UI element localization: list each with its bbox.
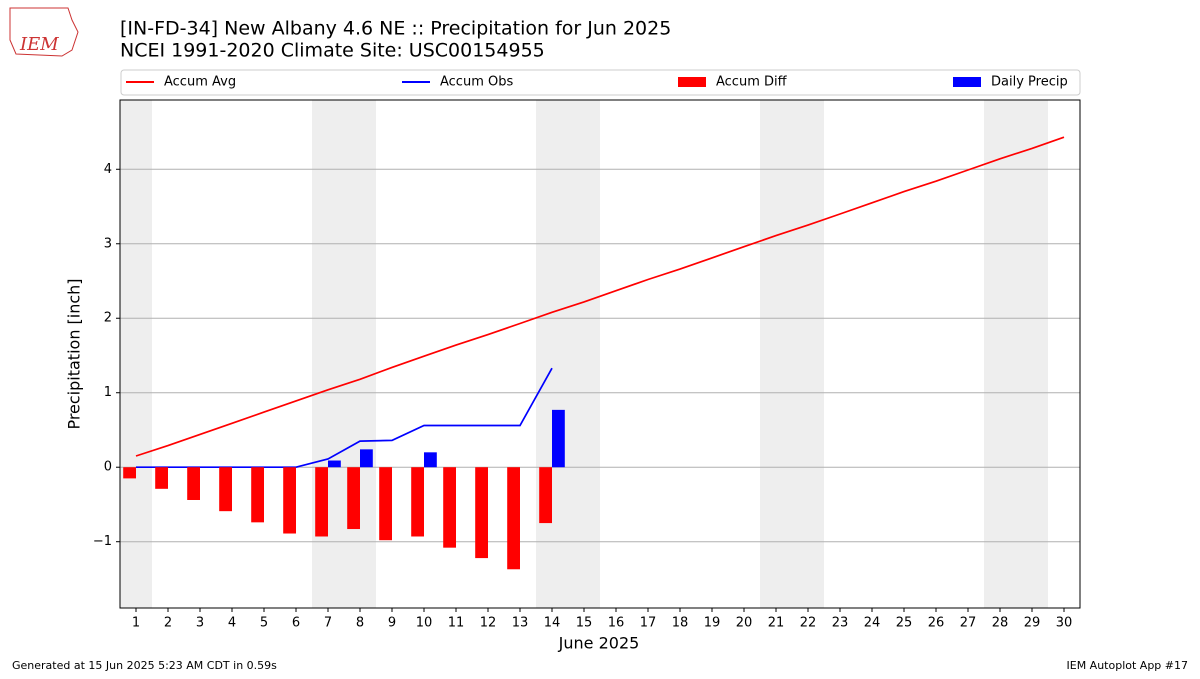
legend-box [120, 69, 1081, 96]
x-tick-label: 2 [164, 616, 172, 631]
x-tick-label: 18 [672, 616, 689, 631]
weekend-shade [1016, 100, 1048, 608]
bar [123, 467, 136, 479]
y-tick-label: 2 [104, 311, 112, 326]
y-tick-label: 4 [104, 162, 112, 177]
bar [219, 467, 232, 512]
legend-label: Accum Avg [164, 75, 236, 90]
x-tick-label: 12 [480, 616, 497, 631]
x-tick-label: 19 [704, 616, 721, 631]
bar [347, 467, 360, 530]
legend-label: Accum Diff [716, 75, 788, 90]
y-tick-label: 1 [104, 385, 112, 400]
bar [360, 449, 373, 468]
logo-outline [9, 7, 79, 57]
legend-swatch [953, 77, 981, 87]
x-tick-label: 24 [864, 616, 881, 631]
bar [328, 460, 341, 468]
x-tick-label: 30 [1056, 616, 1073, 631]
x-tick-label: 8 [356, 616, 364, 631]
bar [155, 467, 168, 489]
footer-left: Generated at 15 Jun 2025 5:23 AM CDT in … [12, 659, 277, 672]
x-tick-label: 22 [800, 616, 817, 631]
x-tick-label: 17 [640, 616, 657, 631]
x-tick-label: 13 [512, 616, 529, 631]
line [136, 367, 553, 469]
weekend-shade [344, 100, 376, 608]
plot-frame [119, 99, 1081, 609]
weekend-shade [568, 100, 600, 608]
bar [552, 409, 565, 468]
x-tick-label: 7 [324, 616, 332, 631]
y-tick-label: 3 [104, 236, 112, 251]
weekend-shade [536, 100, 568, 608]
x-tick-label: 23 [832, 616, 849, 631]
y-axis-label: Precipitation [inch] [65, 278, 84, 429]
x-tick-label: 1 [132, 616, 140, 631]
bar [187, 467, 200, 500]
x-tick-label: 5 [260, 616, 268, 631]
y-tick-label: 0 [104, 460, 112, 475]
bar [424, 452, 437, 468]
weekend-shade [120, 100, 152, 608]
weekend-shade [760, 100, 792, 608]
x-tick-label: 28 [992, 616, 1009, 631]
x-tick-label: 25 [896, 616, 913, 631]
bar [251, 467, 264, 523]
footer-right: IEM Autoplot App #17 [1067, 659, 1189, 672]
x-tick-label: 11 [448, 616, 465, 631]
weekend-shade [792, 100, 824, 608]
bar [315, 467, 328, 537]
x-tick-label: 14 [544, 616, 561, 631]
legend-label: Accum Obs [440, 75, 513, 90]
bar [379, 467, 392, 541]
y-tick-label: −1 [93, 534, 112, 549]
x-tick-label: 20 [736, 616, 753, 631]
bar [539, 467, 552, 524]
legend-swatch [678, 77, 706, 87]
line [135, 136, 1065, 457]
x-tick-label: 27 [960, 616, 977, 631]
x-tick-label: 15 [576, 616, 593, 631]
x-tick-label: 3 [196, 616, 204, 631]
bar [507, 467, 520, 570]
x-tick-label: 4 [228, 616, 236, 631]
logo-text: IEM [19, 34, 59, 55]
x-tick-label: 16 [608, 616, 625, 631]
x-tick-label: 10 [416, 616, 433, 631]
bar [475, 467, 488, 559]
bar [411, 467, 424, 537]
chart-title: [IN-FD-34] New Albany 4.6 NE :: Precipit… [120, 18, 671, 40]
bar [283, 467, 296, 534]
bar [443, 467, 456, 548]
x-tick-label: 21 [768, 616, 785, 631]
legend-label: Daily Precip [991, 75, 1068, 90]
x-tick-label: 29 [1024, 616, 1041, 631]
weekend-shade [984, 100, 1016, 608]
x-tick-label: 6 [292, 616, 300, 631]
x-tick-label: 9 [388, 616, 396, 631]
chart-subtitle: NCEI 1991-2020 Climate Site: USC00154955 [120, 40, 545, 62]
x-axis-label: June 2025 [558, 634, 640, 653]
x-tick-label: 26 [928, 616, 945, 631]
